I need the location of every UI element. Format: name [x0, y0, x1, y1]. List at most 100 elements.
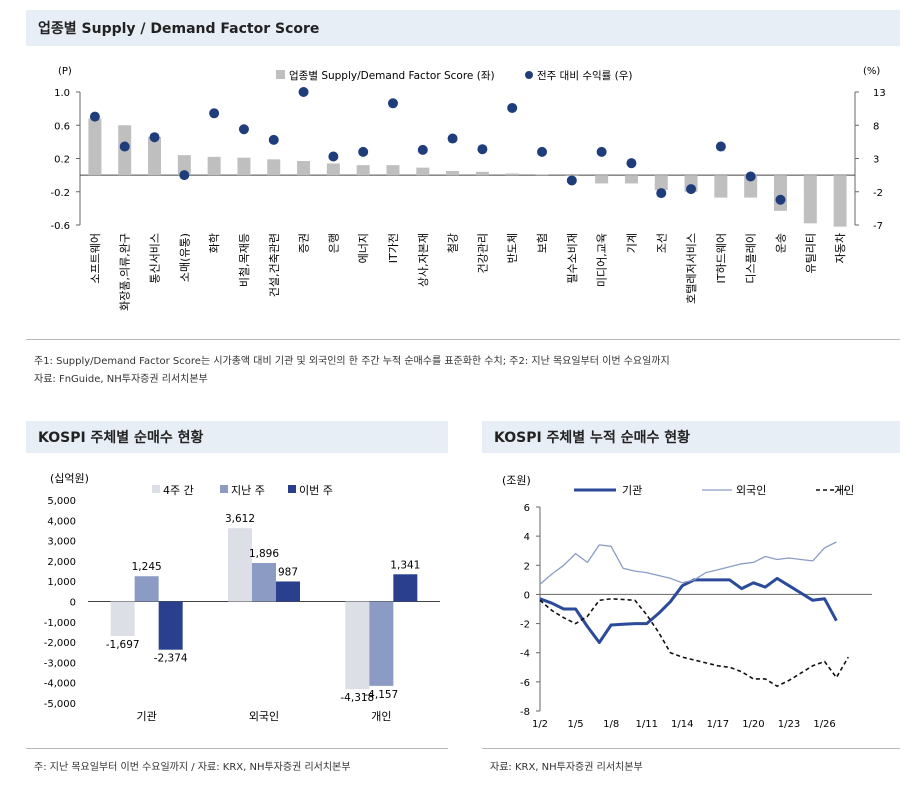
- sector-label: 화장품,의류,완구: [119, 233, 132, 311]
- legend-bar-swatch: [276, 70, 285, 79]
- net-buy-value-label: 1,341: [390, 559, 420, 571]
- return-dot: [387, 98, 398, 109]
- net-buy-value-label: -1,697: [106, 639, 140, 651]
- sector-label: 증권: [298, 233, 311, 253]
- x-tick-label: 1/2: [532, 719, 548, 730]
- x-tick-label: 1/17: [707, 719, 729, 730]
- return-dot: [209, 108, 220, 119]
- legend-dot-swatch: [525, 71, 533, 79]
- return-dot: [715, 141, 726, 152]
- legend-label: 지난 주: [231, 484, 265, 497]
- right-tick-label: 3: [873, 155, 879, 166]
- y-tick-label: -5,000: [44, 699, 76, 710]
- return-dot: [537, 146, 548, 157]
- y-tick-label: -4,000: [44, 679, 76, 690]
- series-line-solid-thick: [539, 576, 838, 644]
- sector-score-chart: (P) (%) 1.0 0.6 0.2 -0.2 -0.6 13 8 3 -2 -7 소프트웨어 화장품,…: [50, 66, 886, 311]
- x-tick-label: 1/14: [671, 719, 693, 730]
- y-axis-unit: (조원): [502, 474, 531, 487]
- net-buy-bar: [110, 601, 135, 636]
- right-tick-label: 13: [873, 88, 886, 99]
- category-label: 개인: [371, 710, 391, 723]
- return-dot: [417, 144, 428, 155]
- y-tick-label: 2: [524, 561, 530, 572]
- legend-label: 4주 간: [163, 484, 194, 497]
- left-tick-label: -0.2: [50, 188, 70, 199]
- y-tick-label: 6: [524, 503, 530, 514]
- net-buy-value-label: 1,245: [132, 561, 162, 573]
- score-bar: [237, 157, 251, 176]
- return-dot: [119, 141, 130, 152]
- score-bar: [803, 175, 817, 224]
- y-tick-label: -3,000: [44, 658, 76, 669]
- return-dot: [358, 146, 369, 157]
- cumulative-net-buy-chart: (조원) 6 4 2 0 -2 -4 -6 -81/2 1/5 1/8 1/11 1/14 1/17 1/2…: [502, 474, 872, 730]
- top-note-divider: [26, 339, 900, 340]
- score-bar: [475, 171, 489, 176]
- return-dot: [477, 144, 488, 155]
- score-bar: [654, 175, 668, 191]
- category-label: 외국인: [249, 710, 279, 723]
- x-tick-label: 1/20: [742, 719, 764, 730]
- return-dot: [268, 134, 279, 145]
- sector-label: 필수소비재: [566, 233, 579, 284]
- return-dot: [149, 132, 160, 143]
- sector-label: 화학: [208, 233, 221, 253]
- left-note-divider: [26, 748, 448, 749]
- top-chart-title: 업종별 Supply / Demand Factor Score: [26, 10, 900, 46]
- net-buy-bar: [228, 528, 252, 602]
- net-buy-bar: [345, 601, 370, 690]
- score-bar: [267, 159, 281, 176]
- right-tick-label: -7: [873, 221, 883, 232]
- score-bar: [356, 165, 370, 176]
- y-tick-label: 4: [524, 532, 530, 543]
- score-bar: [446, 170, 460, 176]
- x-tick-label: 1/8: [603, 719, 619, 730]
- x-tick-label: 1/23: [778, 719, 800, 730]
- return-dot: [447, 133, 458, 144]
- net-buy-bar: [252, 563, 276, 602]
- sector-label: IT가전: [387, 233, 400, 263]
- series-line-solid-thin: [539, 541, 837, 585]
- sector-label: 디스플레이: [745, 233, 758, 284]
- return-dot: [507, 102, 518, 113]
- left-chart-title: KOSPI 주체별 순매수 현황: [26, 421, 448, 453]
- sector-label: 조선: [655, 233, 668, 253]
- sector-label: 은행: [327, 233, 340, 253]
- y-tick-label: -2: [520, 620, 530, 631]
- y-tick-label: -4: [520, 649, 530, 660]
- y-tick-label: -8: [520, 707, 530, 718]
- score-bar: [714, 175, 728, 198]
- net-buy-value-label: -4,157: [364, 689, 398, 701]
- return-dot: [626, 158, 637, 169]
- score-bar: [773, 175, 787, 211]
- sector-label: 유틸리티: [804, 233, 817, 273]
- return-dot: [298, 87, 309, 97]
- legend-bar-label: 업종별 Supply/Demand Factor Score (좌): [289, 69, 495, 82]
- x-tick-label: 1/26: [813, 719, 835, 730]
- category-label: 기관: [137, 710, 157, 723]
- right-axis-unit: (%): [863, 66, 880, 77]
- sector-label: 에너지: [357, 233, 370, 263]
- sector-label: 통신서비스: [149, 233, 162, 284]
- net-buy-bar: [276, 581, 300, 602]
- sector-label: 기계: [625, 233, 638, 253]
- return-dot: [328, 151, 339, 162]
- score-bar: [148, 136, 162, 176]
- left-note: 주: 지난 목요일부터 이번 수요일까지 / 자료: KRX, NH투자증권 리…: [34, 762, 351, 773]
- legend-swatch: [220, 485, 228, 493]
- y-tick-label: 0: [524, 590, 530, 601]
- sector-label: 건강관리: [476, 233, 489, 273]
- return-dot: [566, 175, 577, 186]
- sector-label: 철강: [447, 233, 460, 253]
- left-tick-label: 0.6: [54, 121, 70, 132]
- score-bar: [595, 175, 609, 184]
- y-tick-label: 0: [70, 598, 76, 609]
- return-dot: [775, 194, 786, 205]
- right-chart-title: KOSPI 주체별 누적 순매수 현황: [482, 421, 900, 453]
- score-bar: [386, 165, 400, 176]
- y-tick-label: -6: [520, 678, 530, 689]
- series-line-dashed: [539, 598, 849, 687]
- legend-label: 이번 주: [299, 484, 333, 497]
- return-dot: [179, 170, 190, 181]
